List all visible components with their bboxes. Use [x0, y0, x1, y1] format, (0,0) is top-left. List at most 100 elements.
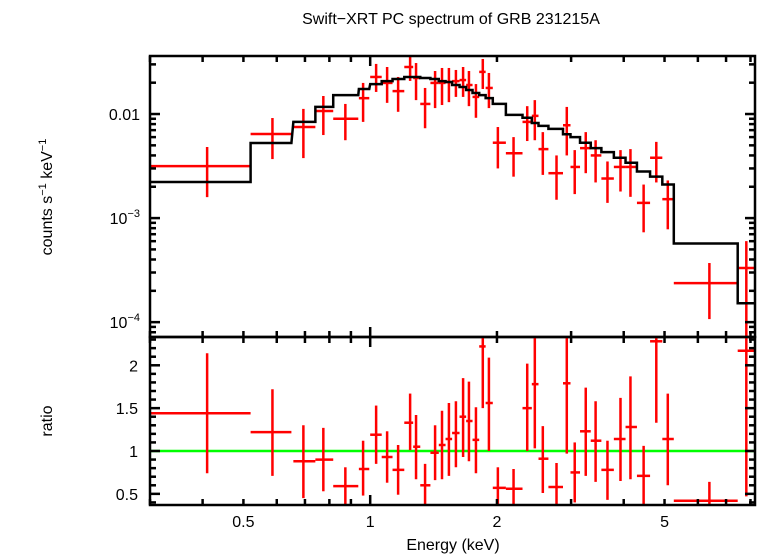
ratio-data-point [613, 397, 626, 481]
spectrum-data-point [485, 72, 493, 109]
ratio-data-point [737, 337, 755, 497]
spectrum-data-point [413, 63, 421, 101]
x-tick-label: 2 [492, 514, 501, 531]
ratio-data-point [404, 393, 414, 451]
spectrum-data-point [531, 100, 539, 141]
ratio-data-point [479, 337, 486, 409]
ratio-data-point [413, 415, 421, 480]
spectrum-data-point [636, 184, 651, 233]
ratio-data-point [601, 440, 614, 500]
spectrum-y-axis-label: counts s−1 keV−1 [37, 139, 56, 256]
ratio-data-point [381, 431, 393, 483]
y-tick-label: 0.01 [109, 107, 140, 124]
y-tick-label: 1.5 [116, 401, 138, 418]
ratio-data-point [392, 445, 405, 495]
y-tick-label: 2 [129, 358, 138, 375]
ratio-data-point [538, 426, 549, 493]
spectrum-data-point [601, 161, 614, 203]
y-tick-label: 0.5 [116, 487, 138, 504]
spectrum-data-point [570, 150, 581, 195]
ratio-data-point [370, 405, 382, 464]
spectrum-data-point [613, 150, 626, 192]
ratio-data-point [650, 337, 663, 423]
spectrum-data-point [333, 103, 359, 141]
spectrum-data-point [250, 118, 292, 160]
ratio-data-points [150, 337, 755, 505]
ratio-data-point [625, 376, 637, 480]
ratio-data-point [333, 467, 359, 505]
y-tick-label: 10−3 [110, 208, 140, 228]
ratio-data-point [459, 378, 467, 457]
spectrum-data-points [150, 56, 755, 337]
spectrum-data-point [625, 149, 637, 197]
spectrum-data-point [673, 263, 738, 320]
ratio-data-point [580, 387, 591, 476]
ratio-data-point [315, 427, 334, 492]
spectrum-data-point [505, 137, 523, 177]
spectrum-data-point [472, 84, 480, 118]
spectrum-data-point [420, 87, 431, 129]
ratio-data-point [430, 425, 439, 481]
spectrum-y-tick-labels: 0.01 10−3 10−4 [109, 107, 140, 332]
x-tick-label: 0.5 [232, 514, 254, 531]
ratio-frame [148, 335, 757, 507]
spectrum-data-point [522, 106, 532, 142]
ratio-data-point [673, 481, 738, 505]
ratio-data-point [662, 393, 674, 486]
ratio-data-point [492, 467, 506, 505]
y-tick-label: 10−4 [110, 312, 140, 332]
ratio-data-point [636, 445, 651, 505]
ratio-data-point [150, 353, 251, 474]
spectrum-panel: 0.01 10−3 10−4 counts s−1 keV−1 [37, 54, 757, 339]
ratio-data-point [522, 363, 532, 451]
ratio-data-point [548, 463, 564, 505]
spectrum-data-point [381, 67, 393, 103]
ratio-y-axis-label: ratio [39, 405, 56, 436]
spectrum-data-point [392, 76, 405, 112]
ratio-data-point [445, 403, 453, 476]
x-axis-label: Energy (keV) [406, 537, 499, 554]
spectrum-data-point [293, 108, 316, 159]
ratio-data-point [358, 440, 370, 496]
ratio-data-point [531, 337, 539, 449]
ratio-panel: 0.5 1 1.5 2 ratio [39, 335, 757, 507]
spectrum-data-point [548, 155, 564, 200]
ratio-data-point [466, 381, 473, 462]
spectrum-data-point [466, 71, 473, 107]
spectrum-data-point [459, 67, 467, 97]
spectrum-data-point [370, 63, 382, 92]
ratio-data-point [452, 401, 460, 468]
ratio-data-point [420, 463, 431, 505]
spectrum-data-point [315, 95, 334, 136]
ratio-data-point [438, 410, 446, 480]
spectrum-data-point [538, 132, 549, 175]
x-tick-labels: 0.5 1 2 5 [232, 514, 669, 531]
spectrum-data-point [492, 127, 506, 169]
chart-title: Swift−XRT PC spectrum of GRB 231215A [302, 11, 600, 28]
spectrum-data-point [662, 180, 674, 230]
spectrum-axis-ticks [148, 56, 755, 337]
x-tick-label: 1 [366, 514, 375, 531]
ratio-axis-ticks [148, 337, 755, 505]
spectrum-frame [148, 54, 757, 339]
model-step-line [150, 75, 755, 305]
spectrum-data-point [438, 67, 446, 106]
spectrum-data-point [580, 132, 591, 174]
ratio-data-point [590, 401, 602, 482]
ratio-data-point [570, 442, 581, 503]
y-tick-label: 1 [129, 444, 138, 461]
spectrum-data-point [590, 140, 602, 183]
ratio-data-point [250, 389, 292, 476]
ratio-data-point [505, 469, 523, 505]
ratio-data-point [485, 357, 493, 451]
ratio-data-point [563, 337, 571, 454]
x-tick-label: 5 [660, 514, 669, 531]
spectrum-data-point [430, 71, 439, 109]
spectrum-data-point [563, 106, 571, 156]
ratio-data-point [472, 407, 480, 474]
ratio-data-point [293, 425, 316, 499]
spectrum-data-point [150, 147, 251, 198]
spectrum-data-point [479, 58, 486, 89]
ratio-y-tick-labels: 0.5 1 1.5 2 [116, 358, 138, 504]
